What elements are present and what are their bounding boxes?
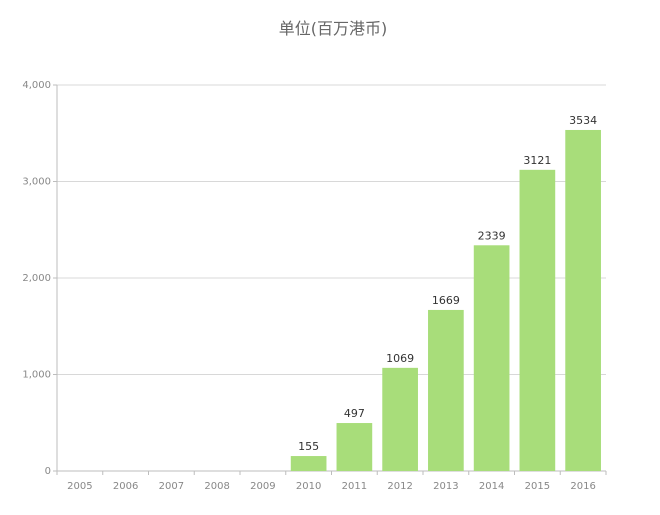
data-label: 1669 [432, 294, 460, 307]
data-label: 2339 [478, 229, 506, 242]
data-label: 497 [344, 407, 365, 420]
data-label: 155 [298, 440, 319, 453]
labels-layer: 155 497 1069 1669 2339 3121 3534 [298, 114, 597, 453]
x-tick-label: 2007 [159, 481, 184, 492]
bar [565, 129, 601, 471]
data-label: 3534 [569, 114, 597, 127]
bar [290, 456, 327, 471]
y-tick-label: 2,000 [22, 273, 51, 284]
grid-layer [57, 84, 606, 375]
bar [473, 245, 510, 471]
bars-layer [290, 129, 601, 472]
chart-title: 单位(百万港币) [279, 19, 388, 38]
bar [382, 367, 418, 471]
y-tick-label: 0 [45, 466, 51, 477]
x-tick-label: 2015 [525, 481, 550, 492]
axis-layer: 0 1,000 2,000 3,000 4,000 2005 2006 2007 2008 200… [22, 80, 607, 492]
data-label: 3121 [523, 154, 551, 167]
bar [336, 423, 373, 471]
bar [519, 169, 556, 472]
y-tick-label: 3,000 [22, 177, 51, 188]
bar [428, 309, 464, 471]
x-tick-label: 2012 [387, 481, 412, 492]
y-tick-label: 4,000 [22, 80, 51, 91]
x-tick-label: 2013 [433, 481, 458, 492]
x-tick-label: 2016 [570, 481, 595, 492]
x-tick-label: 2006 [113, 481, 138, 492]
x-tick-label: 2009 [250, 481, 275, 492]
x-tick-label: 2005 [67, 481, 92, 492]
data-label: 1069 [386, 352, 414, 365]
x-tick-label: 2010 [296, 481, 321, 492]
x-tick-label: 2011 [342, 481, 367, 492]
x-tick-label: 2008 [204, 481, 229, 492]
x-tick-label: 2014 [479, 481, 504, 492]
y-tick-label: 1,000 [22, 370, 51, 381]
